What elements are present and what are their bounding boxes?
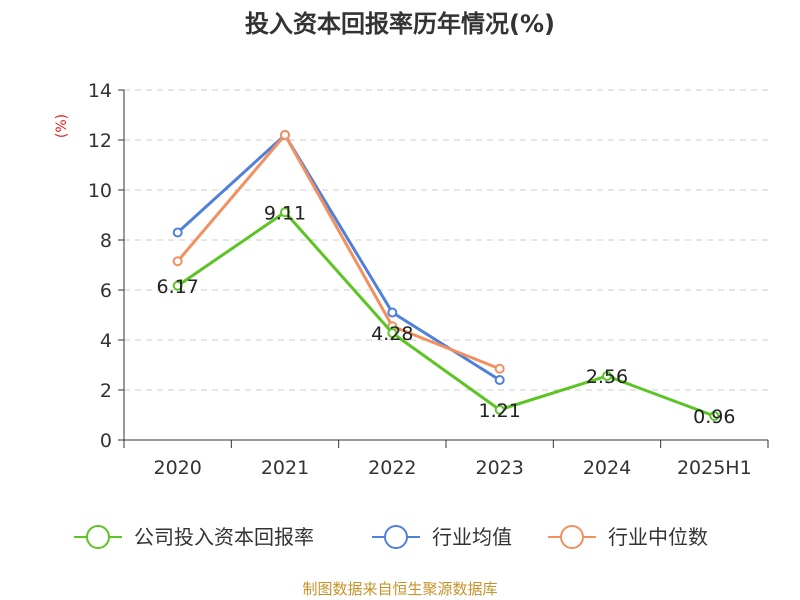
- y-tick-label: 0: [100, 430, 112, 452]
- axes: 0 2 4 6 8 10 12 14 2020 2021 2022 2023 2024 2025H1: [88, 80, 769, 479]
- legend-label: 公司投入资本回报率: [134, 525, 314, 549]
- legend: 公司投入资本回报率 行业均值 行业中位数: [74, 525, 708, 549]
- legend-item[interactable]: 行业均值: [372, 525, 512, 549]
- grid-lines: [124, 89, 768, 391]
- data-point: [172, 227, 183, 238]
- series-line: [176, 133, 501, 382]
- y-tick-label: 6: [100, 280, 112, 302]
- data-label: 0.96: [693, 406, 735, 428]
- data-labels: 6.17 9.11 4.28 1.21 2.56 0.96: [157, 202, 736, 428]
- series-line: [176, 133, 501, 371]
- legend-item[interactable]: 行业中位数: [548, 525, 708, 549]
- legend-item[interactable]: 公司投入资本回报率: [74, 525, 314, 549]
- data-point: [172, 280, 183, 291]
- legend-label: 行业均值: [432, 525, 512, 549]
- series-lines: [172, 130, 720, 421]
- x-tick-label: 2024: [583, 457, 631, 479]
- data-point: [387, 328, 398, 338]
- x-tick-label: 2025H1: [677, 457, 752, 479]
- data-point: [172, 256, 183, 267]
- data-point: [387, 307, 398, 318]
- x-tick-label: 2023: [475, 457, 523, 479]
- y-axis-label: (%): [54, 114, 70, 138]
- series-1: [172, 130, 505, 385]
- legend-marker-icon: [560, 525, 584, 549]
- y-tick-label: 4: [100, 330, 112, 352]
- legend-marker-icon: [86, 525, 110, 549]
- data-label: 2.56: [586, 366, 628, 388]
- legend-marker-icon: [384, 525, 408, 549]
- data-label: 1.21: [479, 400, 521, 422]
- y-tick-label: 10: [88, 180, 112, 202]
- y-tick-label: 12: [88, 130, 112, 152]
- data-point: [709, 411, 720, 421]
- chart-title: 投入资本回报率历年情况(%): [245, 10, 555, 38]
- data-point: [494, 363, 505, 374]
- x-tick-label: 2022: [368, 457, 416, 479]
- series-line: [176, 210, 715, 418]
- data-point: [602, 371, 612, 381]
- data-label: 9.11: [264, 202, 306, 224]
- data-point: [494, 404, 505, 415]
- source-note: 制图数据来自恒生聚源数据库: [302, 580, 497, 598]
- data-label: 4.28: [371, 323, 413, 345]
- data-point: [280, 130, 290, 140]
- x-tick-label: 2021: [261, 457, 309, 479]
- series-2: [172, 130, 505, 374]
- x-tick-label: 2020: [153, 457, 201, 479]
- data-label: 6.17: [157, 276, 199, 298]
- y-tick-label: 8: [100, 230, 112, 252]
- y-tick-label: 14: [88, 80, 112, 102]
- data-point: [494, 375, 505, 385]
- legend-label: 行业中位数: [608, 525, 708, 549]
- y-tick-label: 2: [100, 380, 112, 402]
- series-0: [172, 207, 720, 421]
- data-point: [280, 207, 290, 218]
